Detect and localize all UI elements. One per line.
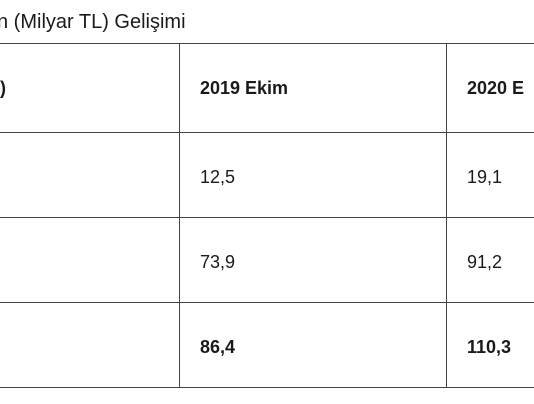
header-cell: 2019 Ekim bbox=[200, 78, 289, 98]
row-line bbox=[0, 217, 534, 218]
cell: 73,9 bbox=[200, 252, 236, 272]
cell: 91,2 bbox=[467, 252, 503, 272]
cell: 12,5 bbox=[200, 167, 236, 187]
total-cell: 110,3 bbox=[467, 337, 512, 357]
cell: 19,1 bbox=[467, 167, 503, 187]
column-line bbox=[446, 43, 447, 387]
row-line bbox=[0, 43, 534, 44]
table-title: n (Milyar TL) Gelişimi bbox=[0, 11, 186, 33]
column-line bbox=[179, 43, 180, 387]
header-cell: ) bbox=[0, 78, 6, 98]
row-line bbox=[0, 387, 534, 388]
total-cell: 86,4 bbox=[200, 337, 236, 357]
row-line bbox=[0, 302, 534, 303]
row-line bbox=[0, 132, 534, 133]
header-cell: 2020 E bbox=[467, 78, 525, 98]
